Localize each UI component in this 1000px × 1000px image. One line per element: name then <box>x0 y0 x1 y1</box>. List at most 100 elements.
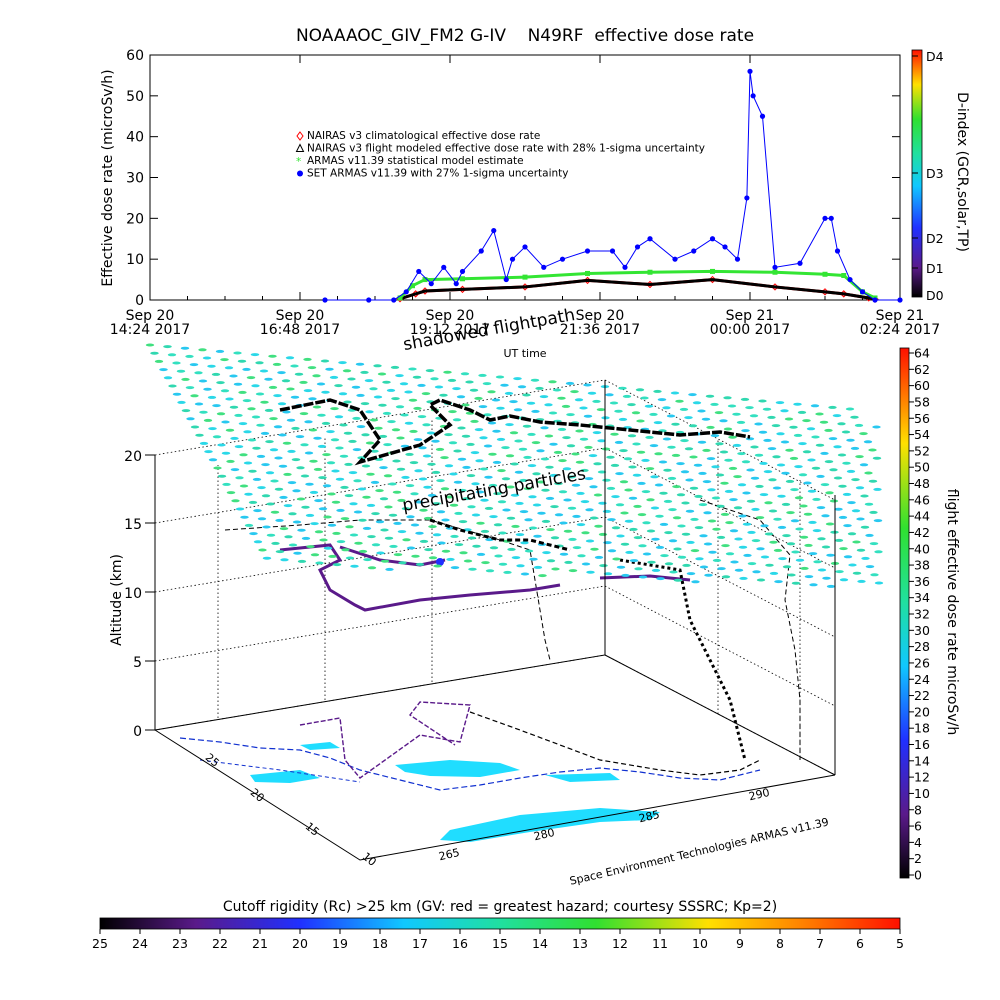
particle <box>675 399 684 403</box>
particle <box>409 461 419 465</box>
particle <box>225 397 234 401</box>
particle <box>517 385 527 389</box>
dose-tick-label: 46 <box>914 492 930 507</box>
particle <box>872 425 881 429</box>
particle <box>607 549 617 553</box>
particle <box>163 345 172 349</box>
coastline <box>179 737 761 791</box>
dose-tick-label: 6 <box>914 819 922 834</box>
particle <box>445 495 454 499</box>
particle <box>478 405 488 409</box>
particle <box>667 476 677 480</box>
particle <box>559 521 568 525</box>
particle <box>502 508 511 512</box>
particle <box>758 430 768 434</box>
series-point-3 <box>797 260 803 266</box>
particle <box>391 397 400 401</box>
particle <box>787 573 796 577</box>
particle <box>471 482 480 486</box>
particle <box>668 539 678 543</box>
particle <box>577 554 586 558</box>
land-mass <box>545 773 620 782</box>
particle <box>208 458 218 462</box>
particle <box>258 548 267 552</box>
x-tick-label-time: 02:24 2017 <box>860 322 940 338</box>
particle <box>716 535 726 539</box>
particle <box>266 502 275 506</box>
y-tick-label: 60 <box>126 48 144 64</box>
particle <box>763 470 773 474</box>
particle <box>518 447 528 451</box>
series-point-2 <box>772 269 778 275</box>
particle <box>561 404 571 408</box>
particle <box>476 552 486 556</box>
particle <box>616 534 625 538</box>
altitude-tick-label: 10 <box>124 586 142 602</box>
dose-tick-label: 60 <box>914 378 930 393</box>
particle <box>340 517 350 521</box>
particle <box>628 496 638 500</box>
longitude-tick-label: 285 <box>638 808 661 825</box>
particle <box>339 454 349 458</box>
dose-tick-label: 2 <box>914 851 922 866</box>
particle <box>834 538 844 542</box>
particle <box>353 479 362 483</box>
particle <box>498 562 508 566</box>
particle <box>808 520 817 524</box>
particle <box>186 417 195 421</box>
particle <box>664 531 673 535</box>
particle <box>290 395 300 399</box>
particle <box>433 564 442 568</box>
particle <box>856 517 865 521</box>
particle <box>448 441 458 445</box>
particle <box>321 390 330 394</box>
particle <box>712 558 722 562</box>
particle <box>509 431 519 435</box>
series-line-3 <box>325 71 900 301</box>
particle <box>589 485 598 489</box>
particle <box>597 470 607 474</box>
particle <box>598 532 608 536</box>
particle <box>286 387 295 391</box>
particle <box>797 410 807 414</box>
particle <box>172 392 182 396</box>
particle <box>514 439 523 443</box>
particle <box>567 475 576 479</box>
particle <box>522 424 532 428</box>
y-tick-label: 40 <box>126 130 144 146</box>
rc-tick-label: 24 <box>132 936 148 951</box>
particle <box>584 445 593 449</box>
particle <box>475 459 484 463</box>
particle <box>322 453 331 457</box>
particle <box>620 542 630 546</box>
particle <box>691 580 700 584</box>
particle <box>692 401 702 405</box>
particle <box>790 488 799 492</box>
particle <box>806 427 816 431</box>
particle <box>396 436 405 440</box>
particle <box>225 428 235 432</box>
3d-box-edge <box>154 380 606 731</box>
particle <box>610 463 620 467</box>
particle <box>283 504 293 508</box>
particle <box>242 399 252 403</box>
particle <box>702 448 711 452</box>
particle <box>826 553 835 557</box>
particle <box>864 502 874 506</box>
top-series-group <box>322 68 903 303</box>
rc-colorbar <box>99 917 901 930</box>
grid-line <box>604 585 836 707</box>
particle <box>785 479 795 483</box>
particle <box>332 563 342 567</box>
particle <box>281 379 291 383</box>
particle <box>393 521 402 525</box>
legend-marker <box>297 170 303 177</box>
y-tick-label: 30 <box>126 171 144 187</box>
particle <box>446 557 455 561</box>
particle <box>297 528 306 532</box>
particle <box>387 420 396 424</box>
series-point-3 <box>584 248 591 254</box>
dose-tick-label: 36 <box>914 574 930 589</box>
particle <box>793 402 802 406</box>
particle <box>467 536 477 540</box>
